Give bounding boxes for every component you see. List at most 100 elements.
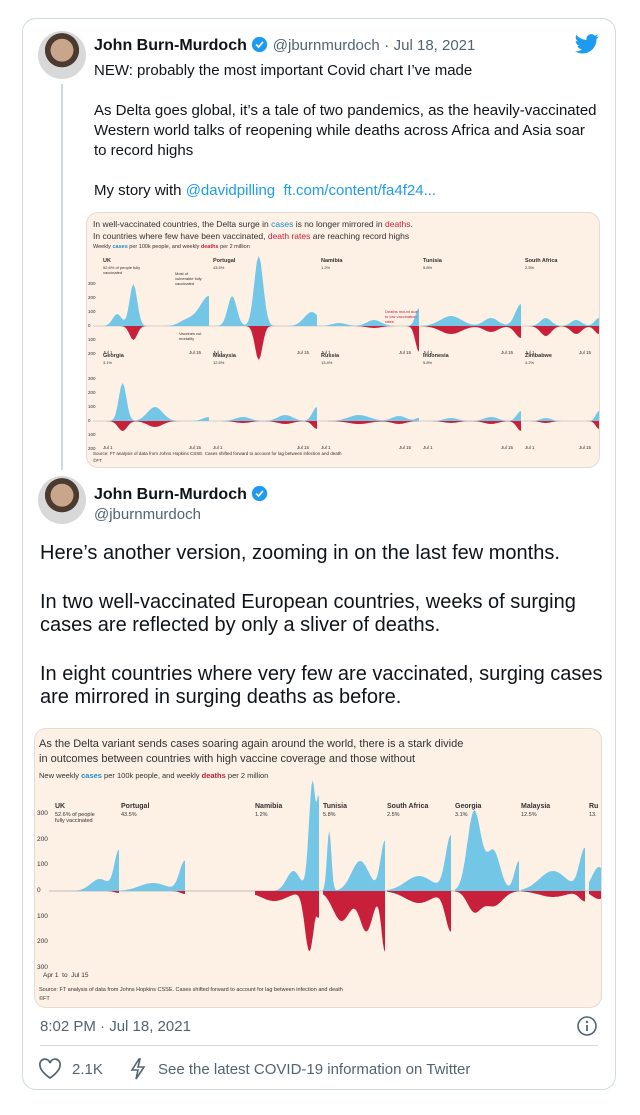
tweet-card xyxy=(22,18,616,1090)
text: is no longer mirrored in xyxy=(293,219,385,229)
chart-image[interactable]: As the Delta variant sends cases soaring… xyxy=(34,728,602,1008)
tick-label: 300 xyxy=(37,963,48,971)
paragraph: In two well-vaccinated European countrie… xyxy=(40,590,576,637)
date-label: Jul 15 xyxy=(501,445,514,450)
text: cases xyxy=(112,244,128,250)
country-label: Indonesia xyxy=(423,353,449,359)
area-illustration xyxy=(521,847,585,891)
tick-label: 300 xyxy=(88,376,96,381)
text: per 2 million xyxy=(218,244,250,250)
country-label: Namibia xyxy=(321,258,343,264)
story-prefix: My story with xyxy=(94,182,182,199)
vaccinated-label: 2.5% xyxy=(525,265,535,270)
vaccinated-label: 43.5% xyxy=(213,265,225,270)
verified-badge xyxy=(252,36,268,53)
vaccinated-label: 1.2% xyxy=(321,265,331,270)
area-illustration xyxy=(387,891,451,932)
country-label: Portugal xyxy=(121,803,150,810)
paragraph: As Delta goes global, it’s a tale of two… xyxy=(94,102,597,159)
author-handle[interactable]: @jburnmurdoch xyxy=(272,37,380,54)
link[interactable]: ft.com/content/fa4f24... xyxy=(283,182,437,199)
text: cases xyxy=(271,219,294,229)
date-label: Jul 1 xyxy=(423,350,433,355)
vaccinated-label: 2.5% xyxy=(387,812,400,818)
vaccinated-label: 13.4% xyxy=(321,360,333,365)
area-illustration xyxy=(421,421,521,431)
annotation: Most of vulnerable fully vaccinated xyxy=(175,271,202,286)
chart-image[interactable]: In well-vaccinated countries, the Delta … xyxy=(86,212,600,468)
text: Weekly xyxy=(93,244,113,250)
image-title: in outcomes between countries with high … xyxy=(39,753,416,765)
tick-label: 100 xyxy=(88,309,96,314)
paragraph: My story with @davidpilling ft.com/conte… xyxy=(94,181,599,201)
tweet-text: Here’s another version, zooming in on th… xyxy=(40,542,620,735)
country-label: Tunisia xyxy=(323,803,347,810)
date-range: Apr 1 to Jul 15 xyxy=(43,972,89,979)
chart-graphics xyxy=(49,780,601,952)
date-label: Jul 1 xyxy=(103,350,113,355)
tweet-header: John Burn-Murdoch @jburnmurdoch · Jul 18… xyxy=(94,36,475,55)
area-illustration xyxy=(523,421,599,429)
area-illustration xyxy=(55,891,119,893)
area-illustration xyxy=(523,326,599,336)
timestamp[interactable]: 8:02 PM · Jul 18, 2021 xyxy=(40,1018,191,1035)
date-label: Jul 1 xyxy=(213,445,223,450)
country-label: Georgia xyxy=(103,353,124,359)
text: In countries where few have been vaccina… xyxy=(93,231,268,241)
tick-label: 100 xyxy=(37,912,48,920)
country-label: Georgia xyxy=(455,803,482,810)
area-illustration xyxy=(211,407,317,421)
tick-label: 200 xyxy=(37,938,48,946)
chart-graphics xyxy=(93,256,599,431)
image-credit: ©FT xyxy=(93,458,102,463)
vaccinated-label: 12.5% xyxy=(521,812,537,818)
vaccinated-label: 12.5% xyxy=(213,360,225,365)
divider xyxy=(40,1045,598,1046)
mention[interactable]: @davidpilling xyxy=(185,182,276,199)
avatar[interactable] xyxy=(38,31,86,79)
area-illustration xyxy=(455,891,519,913)
area-illustration xyxy=(319,415,419,421)
vaccinated-label: 3.1% xyxy=(455,812,468,818)
area-illustration xyxy=(211,421,317,429)
info-icon[interactable] xyxy=(576,1015,598,1037)
date-label: Jul 15 xyxy=(399,445,412,450)
country-label: Zimbabwe xyxy=(525,353,552,359)
image-title: As the Delta variant sends cases soaring… xyxy=(39,738,464,750)
area-illustration xyxy=(211,326,317,360)
area-illustration xyxy=(101,326,209,340)
image-subtitle: In countries where few have been vaccina… xyxy=(93,231,409,241)
area-illustration xyxy=(255,780,319,891)
area-illustration xyxy=(523,318,599,326)
vaccinated-label: 52.6% of people fully vaccinated xyxy=(55,812,95,824)
text: deaths xyxy=(200,244,219,250)
tick-label: 200 xyxy=(37,835,48,843)
vaccinated-label: 43.5% xyxy=(121,812,137,818)
country-label: Namibia xyxy=(255,803,283,810)
area-illustration xyxy=(101,421,209,431)
date-label: Jul 1 xyxy=(525,445,535,450)
date-label: Jul 15 xyxy=(297,445,310,450)
author-name[interactable]: John Burn-Murdoch xyxy=(94,37,247,54)
area-illustration xyxy=(255,891,319,952)
like-icon[interactable] xyxy=(38,1058,62,1080)
paragraph: Here’s another version, zooming in on th… xyxy=(40,542,560,564)
author-name[interactable]: John Burn-Murdoch xyxy=(94,486,247,503)
date-label: Jul 1 xyxy=(423,445,433,450)
image-legend: Weekly cases per 100k people, and weekly… xyxy=(93,244,250,250)
text: per 100k people, and weekly xyxy=(101,771,202,780)
tweet-text: NEW: probably the most important Covid c… xyxy=(94,61,599,221)
twitter-logo[interactable] xyxy=(575,34,599,54)
tweet-date[interactable]: Jul 18, 2021 xyxy=(393,37,476,54)
avatar[interactable] xyxy=(38,476,86,524)
image-source: Source: FT analysis of data from Johns H… xyxy=(93,451,342,456)
area-illustration xyxy=(421,326,521,338)
tick-label: 100 xyxy=(37,861,48,869)
covid-info-link[interactable]: See the latest COVID-19 information on T… xyxy=(158,1061,471,1078)
country-label: Russia xyxy=(321,353,340,359)
author-handle[interactable]: @jburnmurdoch xyxy=(94,506,201,523)
area-illustration xyxy=(421,411,521,421)
area-illustration xyxy=(421,304,521,326)
date-label: Jul 15 xyxy=(579,350,592,355)
